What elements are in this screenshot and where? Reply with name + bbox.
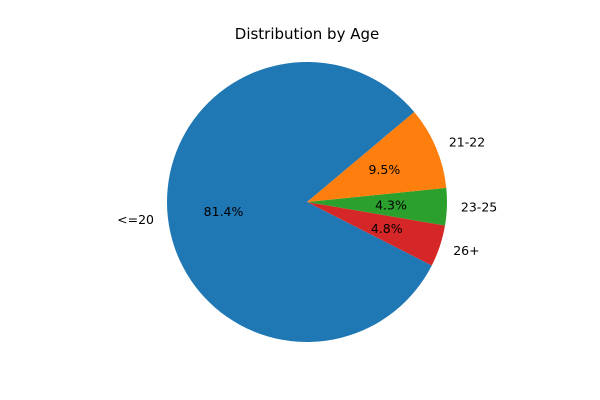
percent-label-le-20: 81.4%: [204, 204, 244, 219]
percent-label-21-22: 9.5%: [368, 162, 400, 177]
pie-slices: [167, 61, 447, 342]
slice-label-23-25: 23-25: [461, 200, 497, 215]
pie-slice-le-20: [167, 61, 432, 342]
pie-slice-26-plus: [307, 202, 446, 266]
slice-label-26-plus: 26+: [453, 243, 479, 258]
pie-labels: <=20 81.4% 26+ 4.8% 23-25 4.3% 21-22 9.5%: [117, 135, 497, 258]
pie-slice-23-25: [307, 187, 447, 226]
slice-label-21-22: 21-22: [449, 135, 485, 150]
chart-title: Distribution by Age: [235, 25, 379, 43]
slice-label-le-20: <=20: [117, 212, 154, 227]
percent-label-23-25: 4.3%: [375, 197, 407, 212]
pie-slice-21-22: [307, 112, 447, 202]
percent-label-26-plus: 4.8%: [371, 221, 403, 236]
